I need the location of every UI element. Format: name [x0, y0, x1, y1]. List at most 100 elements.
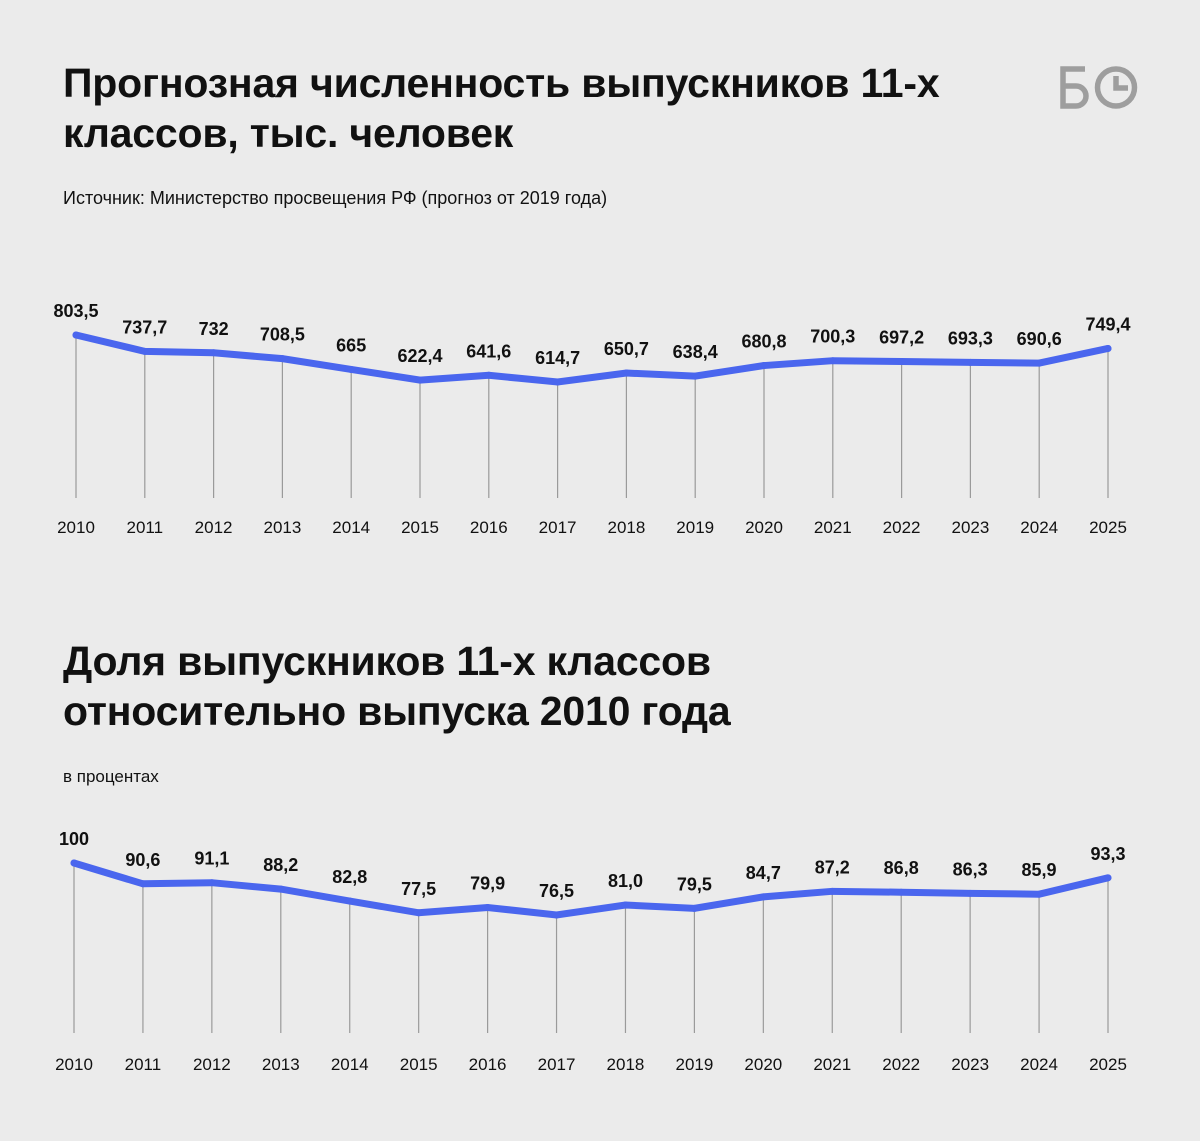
data-point-2015 [416, 376, 424, 384]
logo-clock-icon [1094, 66, 1138, 109]
logo [1060, 66, 1138, 109]
value-label-2023: 86,3 [953, 859, 988, 879]
tick-label-2012: 2012 [193, 1055, 231, 1074]
data-point-2011 [141, 347, 149, 355]
tick-label-2017: 2017 [539, 518, 577, 537]
value-label-2016: 641,6 [466, 341, 511, 361]
chart1-title: Прогнозная численность выпускников 11-х … [63, 60, 940, 156]
tick-label-2018: 2018 [607, 1055, 645, 1074]
value-label-2019: 638,4 [673, 342, 718, 362]
data-point-2013 [278, 355, 286, 363]
tick-label-2023: 2023 [951, 518, 989, 537]
value-label-2020: 680,8 [741, 332, 786, 352]
tick-label-2020: 2020 [744, 1055, 782, 1074]
tick-label-2021: 2021 [813, 1055, 851, 1074]
value-label-2021: 87,2 [815, 857, 850, 877]
data-point-2018 [622, 369, 630, 377]
data-point-2021 [828, 887, 836, 895]
tick-label-2018: 2018 [607, 518, 645, 537]
tick-label-2023: 2023 [951, 1055, 989, 1074]
data-point-2019 [690, 904, 698, 912]
data-point-2025 [1104, 874, 1112, 882]
chart1-source: Источник: Министерство просвещения РФ (п… [63, 188, 608, 208]
data-point-2020 [759, 893, 767, 901]
data-point-2016 [484, 903, 492, 911]
tick-label-2025: 2025 [1089, 1055, 1127, 1074]
tick-label-2022: 2022 [883, 518, 921, 537]
data-point-2025 [1104, 344, 1112, 352]
tick-label-2014: 2014 [332, 518, 370, 537]
tick-label-2014: 2014 [331, 1055, 369, 1074]
tick-label-2015: 2015 [400, 1055, 438, 1074]
tick-label-2012: 2012 [195, 518, 233, 537]
value-label-2010: 803,5 [53, 301, 98, 321]
chart1: 803,5 737,7 732 708,5 665 622,4 641,6 614,7 650,… [53, 301, 1130, 537]
value-label-2016: 79,9 [470, 873, 505, 893]
tick-label-2016: 2016 [470, 518, 508, 537]
tick-label-2020: 2020 [745, 518, 783, 537]
value-label-2011: 737,7 [122, 317, 167, 337]
value-label-2017: 76,5 [539, 881, 574, 901]
value-label-2014: 665 [336, 335, 366, 355]
value-label-2010: 100 [59, 829, 89, 849]
data-point-2010 [70, 859, 78, 867]
data-point-2019 [691, 372, 699, 380]
value-label-2012: 91,1 [194, 849, 229, 869]
value-label-2013: 88,2 [263, 855, 298, 875]
value-label-2022: 697,2 [879, 327, 924, 347]
tick-label-2019: 2019 [676, 518, 714, 537]
value-label-2011: 90,6 [125, 850, 160, 870]
value-label-2012: 732 [199, 319, 229, 339]
data-point-2022 [897, 888, 905, 896]
data-point-2015 [415, 909, 423, 917]
data-point-2014 [347, 365, 355, 373]
data-point-2022 [898, 357, 906, 365]
value-label-2017: 614,7 [535, 348, 580, 368]
value-label-2024: 690,6 [1017, 329, 1062, 349]
series-line [70, 859, 1112, 919]
chart2-title: Доля выпускников 11-х классов относитель… [63, 638, 731, 734]
tick-label-2022: 2022 [882, 1055, 920, 1074]
tick-label-2010: 2010 [55, 1055, 93, 1074]
value-label-2022: 86,8 [884, 858, 919, 878]
value-label-2018: 650,7 [604, 339, 649, 359]
tick-label-2010: 2010 [57, 518, 95, 537]
value-label-2021: 700,3 [810, 327, 855, 347]
value-label-2023: 693,3 [948, 328, 993, 348]
data-point-2017 [553, 911, 561, 919]
data-point-2012 [210, 349, 218, 357]
tick-label-2019: 2019 [675, 1055, 713, 1074]
data-point-2021 [829, 357, 837, 365]
data-point-2024 [1035, 890, 1043, 898]
value-label-2024: 85,9 [1022, 860, 1057, 880]
value-label-2018: 81,0 [608, 871, 643, 891]
data-point-2016 [485, 371, 493, 379]
data-point-2023 [966, 358, 974, 366]
tick-label-2021: 2021 [814, 518, 852, 537]
tick-label-2015: 2015 [401, 518, 439, 537]
tick-label-2011: 2011 [127, 518, 164, 537]
data-point-2013 [277, 885, 285, 893]
data-point-2020 [760, 362, 768, 370]
series-line [72, 331, 1112, 386]
tick-label-2013: 2013 [263, 518, 301, 537]
value-label-2020: 84,7 [746, 863, 781, 883]
chart2-subtitle: в процентах [63, 767, 159, 786]
value-label-2019: 79,5 [677, 874, 712, 894]
tick-label-2013: 2013 [262, 1055, 300, 1074]
tick-label-2011: 2011 [125, 1055, 162, 1074]
logo-glyph-b [1060, 66, 1089, 109]
data-point-2023 [966, 889, 974, 897]
value-label-2015: 77,5 [401, 879, 436, 899]
tick-label-2024: 2024 [1020, 1055, 1058, 1074]
tick-label-2016: 2016 [469, 1055, 507, 1074]
value-label-2014: 82,8 [332, 867, 367, 887]
tick-label-2025: 2025 [1089, 518, 1127, 537]
tick-label-2024: 2024 [1020, 518, 1058, 537]
value-label-2013: 708,5 [260, 325, 305, 345]
value-label-2015: 622,4 [397, 346, 442, 366]
tick-label-2017: 2017 [538, 1055, 576, 1074]
chart2: 100 90,6 91,1 88,2 82,8 77,5 79,9 76,5 81,0 79,5 8… [55, 829, 1127, 1074]
data-point-2010 [72, 331, 80, 339]
data-point-2024 [1035, 359, 1043, 367]
